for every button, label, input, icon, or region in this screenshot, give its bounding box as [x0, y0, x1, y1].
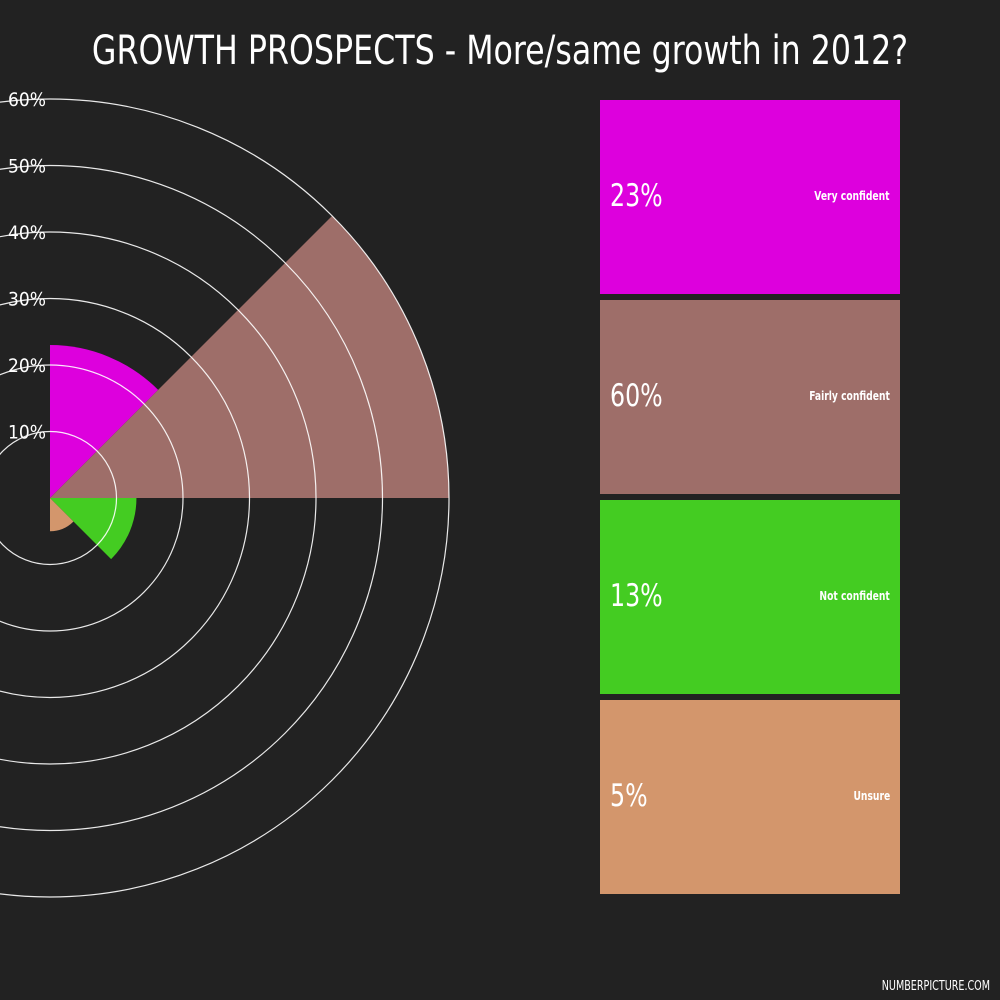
legend-value: 5%: [610, 778, 648, 814]
legend-label: Unsure: [853, 789, 890, 803]
legend-fairly-confident: 60% Fairly confident: [600, 300, 900, 494]
tick-label: 50%: [8, 156, 46, 178]
legend-label: Fairly confident: [809, 389, 890, 403]
sector-unsure: [50, 498, 74, 532]
tick-label: 20%: [8, 355, 46, 377]
tick-label: 60%: [8, 89, 46, 111]
grid-ring: [0, 364, 184, 632]
legend-very-confident: 23% Very confident: [600, 100, 900, 294]
sector-fairly-confident: [50, 215, 449, 499]
legend-value: 60%: [610, 378, 663, 414]
legend-label: Very confident: [814, 189, 890, 203]
legend-value: 23%: [610, 178, 663, 214]
legend-label: Not confident: [819, 589, 890, 603]
tick-label: 40%: [8, 222, 46, 244]
legend-not-confident: 13% Not confident: [600, 500, 900, 694]
tick-label: 10%: [8, 422, 46, 444]
sector-very-confident: [50, 345, 159, 498]
chart-title: GROWTH PROSPECTS - More/same growth in 2…: [91, 28, 909, 74]
grid-ring: [0, 297, 251, 699]
footer-credit: NUMBERPICTURE.COM: [881, 979, 990, 994]
legend-value: 13%: [610, 578, 663, 614]
grid-ring: [0, 430, 118, 566]
tick-label: 30%: [8, 289, 46, 311]
legend-unsure: 5% Unsure: [600, 700, 900, 894]
grid-ring: [0, 231, 317, 765]
grid-ring: [0, 165, 383, 831]
grid-ring: [0, 98, 450, 898]
